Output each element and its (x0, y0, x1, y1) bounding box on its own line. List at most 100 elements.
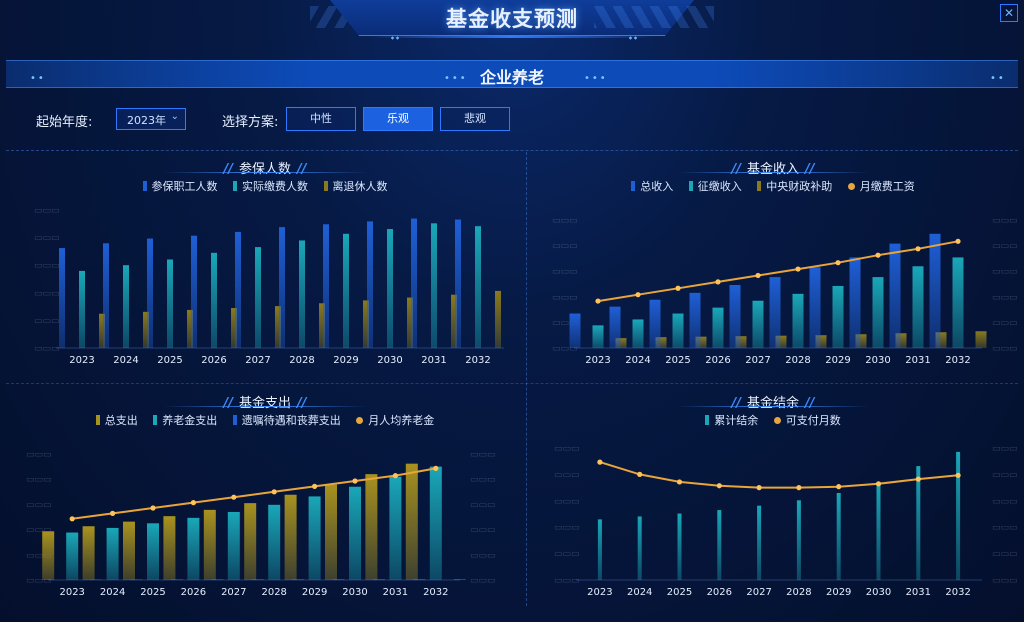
bar[interactable] (292, 579, 305, 580)
legend-item[interactable]: 离退休人数 (323, 178, 388, 194)
bar[interactable] (592, 325, 604, 348)
line-point[interactable] (836, 484, 842, 490)
bar[interactable] (42, 531, 55, 580)
bar[interactable] (769, 277, 781, 348)
legend-item[interactable]: 养老金支出 (153, 412, 217, 428)
line-point[interactable] (676, 479, 683, 485)
bar[interactable] (495, 290, 501, 348)
bar[interactable] (729, 284, 741, 348)
bar[interactable] (975, 331, 987, 348)
line-point[interactable] (69, 516, 75, 522)
bar[interactable] (299, 240, 305, 348)
line-point[interactable] (915, 246, 921, 252)
bar[interactable] (389, 476, 402, 580)
bar[interactable] (343, 233, 349, 348)
legend-item[interactable]: 总收入 (631, 178, 673, 194)
bar[interactable] (413, 579, 426, 580)
legend-item[interactable]: 总支出 (95, 412, 138, 428)
bar[interactable] (332, 579, 345, 580)
bar[interactable] (365, 474, 378, 580)
bar[interactable] (106, 527, 119, 580)
legend-item[interactable]: 中央财政补助 (757, 178, 832, 194)
close-icon[interactable]: ✕ (1000, 4, 1018, 22)
bar[interactable] (569, 313, 581, 348)
bar[interactable] (373, 579, 385, 580)
bar[interactable] (411, 218, 417, 348)
bar[interactable] (809, 267, 821, 348)
line-point[interactable] (915, 476, 921, 482)
bar[interactable] (203, 509, 216, 580)
bar[interactable] (66, 532, 79, 580)
bar[interactable] (832, 285, 844, 348)
bar[interactable] (455, 219, 461, 348)
bar[interactable] (717, 510, 722, 580)
scheme-pessimistic-button[interactable]: 悲观 (440, 107, 510, 131)
bar[interactable] (147, 523, 159, 580)
bar[interactable] (916, 466, 921, 580)
bar[interactable] (815, 335, 827, 348)
bar[interactable] (752, 300, 764, 348)
legend-item[interactable]: 累计结余 (705, 412, 758, 428)
bar[interactable] (143, 311, 149, 348)
line-point[interactable] (597, 459, 603, 465)
bar[interactable] (677, 513, 682, 580)
line-point[interactable] (715, 279, 721, 285)
bar[interactable] (268, 504, 281, 580)
bar[interactable] (876, 482, 881, 580)
bar[interactable] (308, 496, 321, 580)
scheme-neutral-button[interactable]: 中性 (286, 107, 356, 131)
bar[interactable] (235, 231, 241, 348)
bar[interactable] (349, 486, 361, 580)
line-point[interactable] (795, 266, 801, 272)
bar[interactable] (244, 503, 257, 580)
bar[interactable] (632, 319, 644, 348)
line-point[interactable] (433, 465, 439, 471)
bar[interactable] (187, 309, 193, 348)
bar[interactable] (792, 293, 804, 348)
bar[interactable] (796, 500, 801, 580)
bar[interactable] (363, 300, 369, 348)
bar[interactable] (405, 463, 418, 580)
bar[interactable] (849, 257, 861, 348)
bar[interactable] (757, 505, 762, 580)
bar[interactable] (82, 526, 95, 580)
line-point[interactable] (955, 472, 961, 478)
bar[interactable] (655, 337, 667, 348)
bar[interactable] (325, 484, 337, 580)
line-point[interactable] (352, 478, 358, 484)
bar[interactable] (167, 259, 173, 348)
bar[interactable] (935, 332, 947, 348)
bar[interactable] (475, 226, 481, 348)
bar[interactable] (836, 492, 841, 580)
bar[interactable] (855, 334, 867, 348)
bar[interactable] (387, 229, 393, 348)
bar[interactable] (367, 221, 373, 348)
line-point[interactable] (755, 272, 761, 279)
bar[interactable] (275, 306, 281, 348)
line-point[interactable] (756, 485, 762, 491)
bar[interactable] (889, 243, 901, 348)
bar[interactable] (615, 338, 627, 348)
bar[interactable] (872, 277, 884, 348)
line-point[interactable] (271, 489, 277, 495)
bar[interactable] (453, 578, 466, 580)
line-point[interactable] (716, 483, 722, 489)
line-point[interactable] (190, 500, 196, 506)
bar[interactable] (251, 579, 264, 580)
start-year-select[interactable]: 2023年 ⌄ (116, 108, 186, 130)
bar[interactable] (695, 336, 707, 348)
bar[interactable] (712, 307, 724, 348)
bar[interactable] (279, 227, 285, 348)
line-point[interactable] (635, 292, 641, 298)
bar[interactable] (130, 579, 143, 580)
legend-item[interactable]: 征缴收入 (688, 178, 742, 194)
bar[interactable] (211, 252, 217, 348)
bar[interactable] (956, 451, 961, 580)
scheme-optimistic-button[interactable]: 乐观 (363, 107, 433, 131)
line-point[interactable] (955, 238, 961, 244)
bar[interactable] (171, 579, 183, 580)
bar[interactable] (103, 243, 109, 348)
bar[interactable] (90, 579, 103, 580)
bar[interactable] (952, 257, 964, 348)
bar[interactable] (929, 233, 941, 348)
